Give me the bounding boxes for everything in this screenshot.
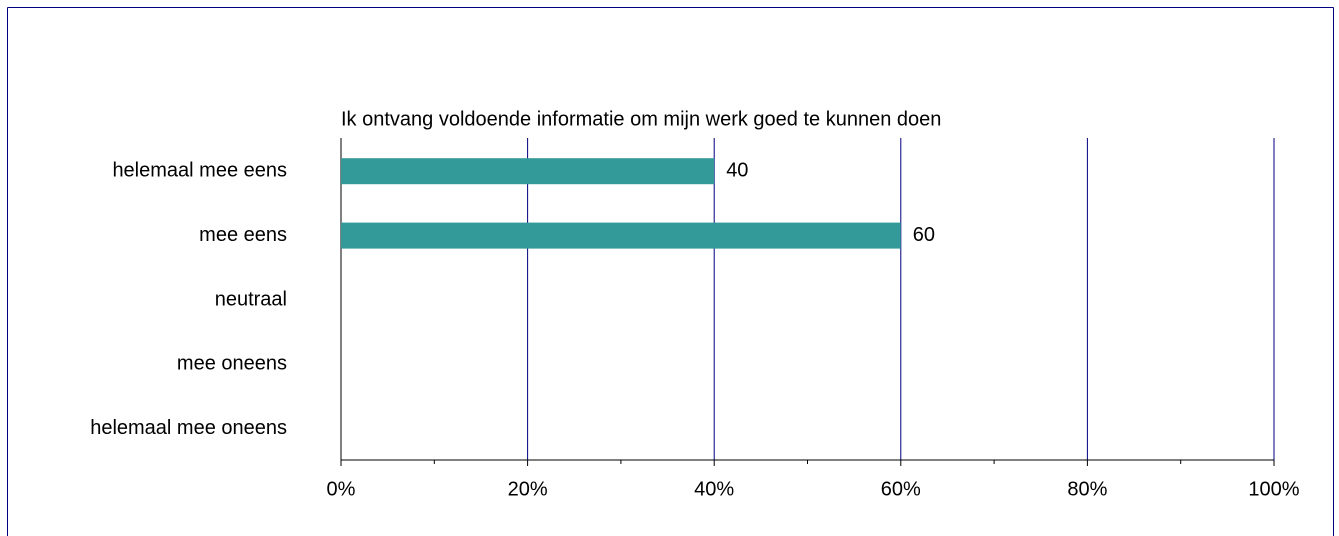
chart-title: Ik ontvang voldoende informatie om mijn … <box>341 108 941 130</box>
y-tick-label: mee oneens <box>177 353 287 375</box>
x-tick-label: 20% <box>508 478 548 500</box>
x-tick-label: 40% <box>694 478 734 500</box>
x-tick-label: 80% <box>1067 478 1107 500</box>
x-tick-label: 100% <box>1248 478 1299 500</box>
x-tick-label: 0% <box>327 478 356 500</box>
y-tick-label: neutraal <box>215 288 287 310</box>
bar <box>341 222 901 249</box>
y-tick-label: helemaal mee oneens <box>90 417 287 439</box>
y-tick-label: mee eens <box>199 224 287 246</box>
y-tick-label: helemaal mee eens <box>112 159 287 181</box>
x-tick-label: 60% <box>881 478 921 500</box>
value-label: 40 <box>726 159 748 181</box>
value-label: 60 <box>913 224 935 246</box>
bar <box>341 158 715 185</box>
